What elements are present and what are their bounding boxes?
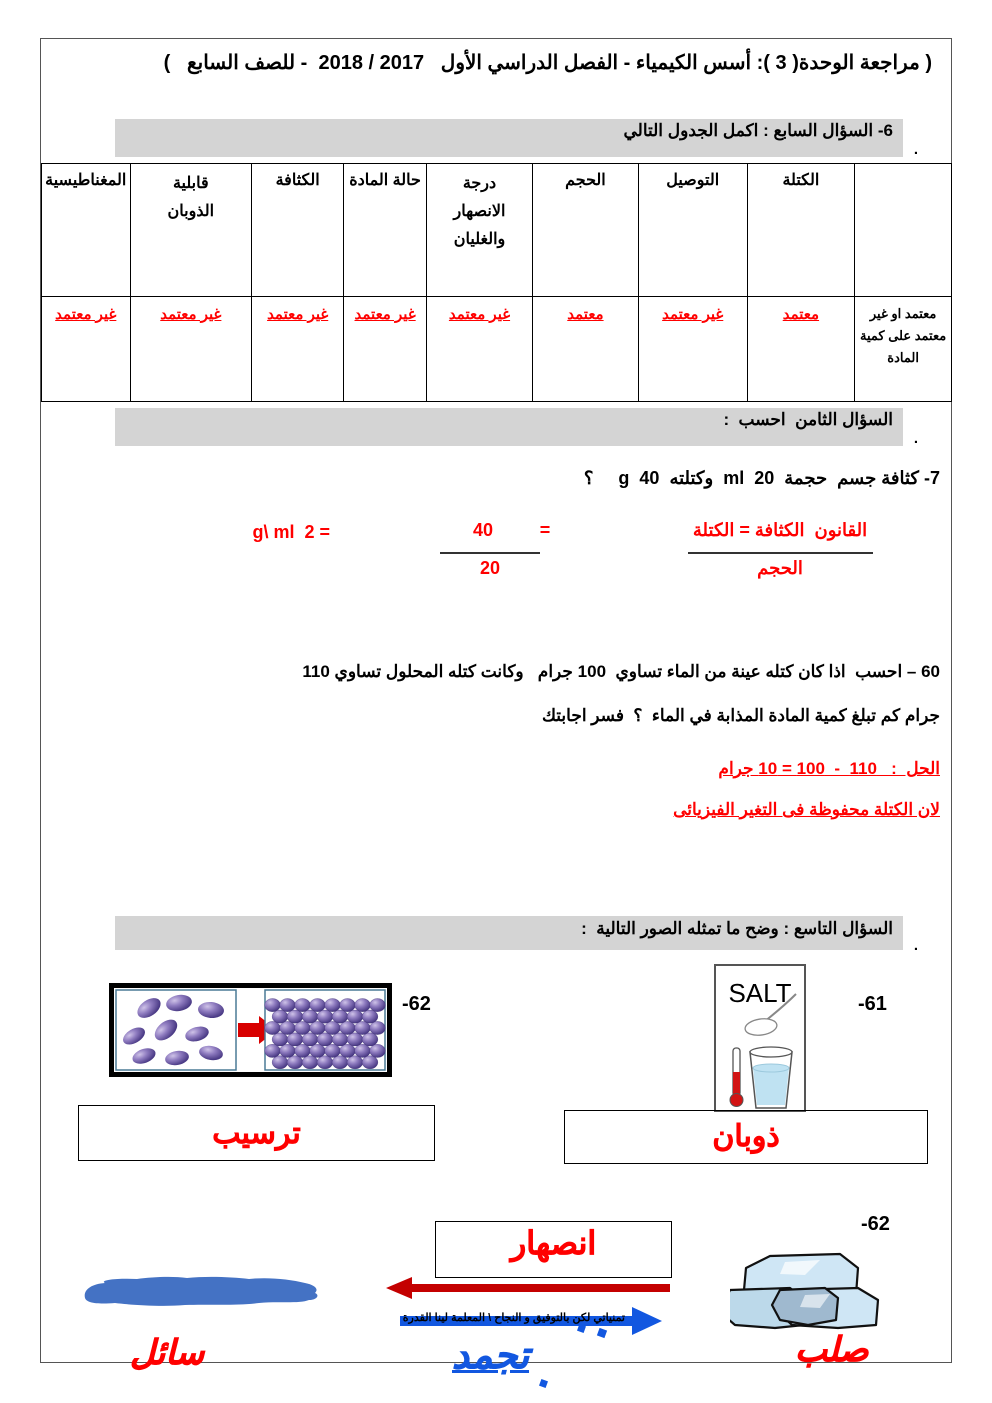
svg-text:SALT: SALT (728, 978, 791, 1008)
